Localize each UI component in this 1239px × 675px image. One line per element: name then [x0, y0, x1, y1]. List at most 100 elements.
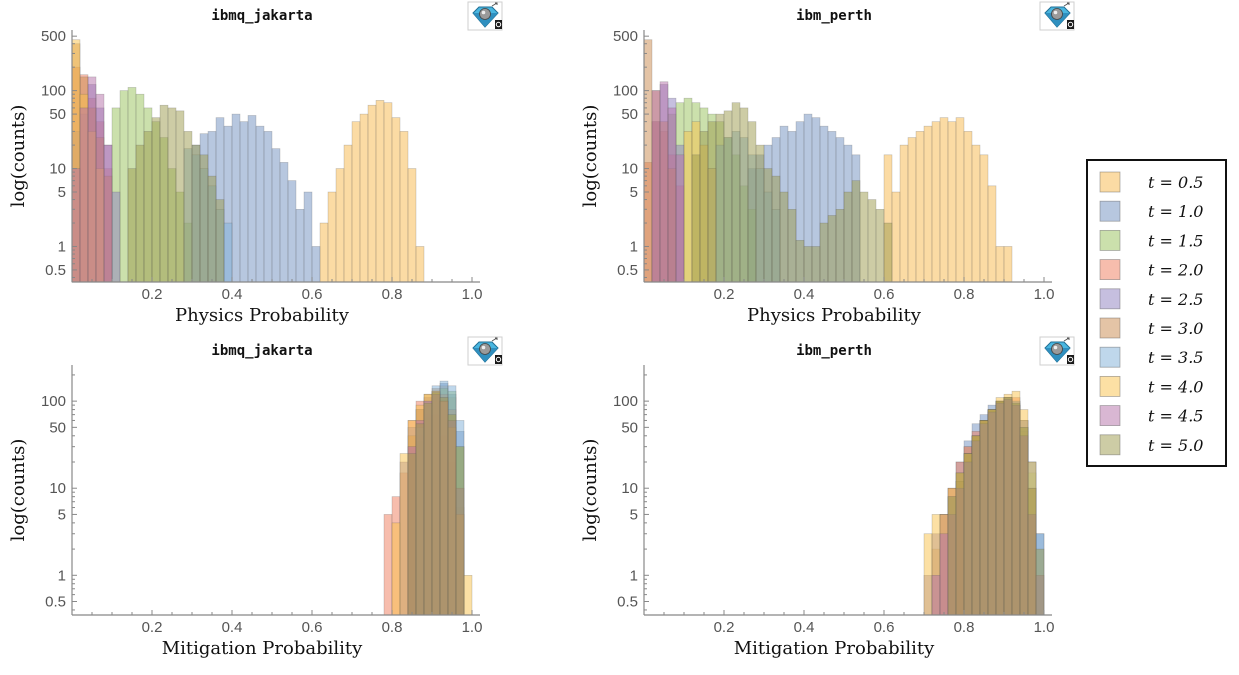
- histogram-bar: [271, 148, 281, 283]
- y-tick-label: 10: [621, 480, 638, 497]
- histogram-bar: [383, 102, 393, 283]
- histogram-bar: [127, 168, 137, 283]
- y-tick-label: 0.5: [617, 594, 638, 611]
- histogram-bar: [979, 420, 989, 616]
- histogram-bar: [723, 110, 733, 283]
- legend-label: t = 1.0: [1148, 202, 1203, 221]
- histogram-bar: [867, 199, 877, 283]
- chart-title: ibm_perth: [796, 8, 872, 24]
- histogram-bar: [955, 117, 965, 283]
- panel-ibmq-jakarta-mitigation: 0.2 0.4 0.6 0.8 1.0 0.5 1 5 10 50 100 ibmq_jakarta M…: [8, 336, 503, 659]
- legend-label: t = 0.5: [1148, 173, 1203, 192]
- histogram-bar: [747, 121, 757, 283]
- histogram-bar: [159, 104, 169, 283]
- histogram-bar: [659, 81, 669, 283]
- histogram-bar: [995, 400, 1005, 616]
- histogram-bar: [399, 131, 409, 283]
- x-tick-label: 0.6: [302, 619, 323, 636]
- x-tick-label: 0.8: [382, 619, 403, 636]
- histogram-bar: [311, 246, 321, 283]
- x-axis-label: Physics Probability: [747, 305, 922, 326]
- y-axis-label: log(counts): [580, 439, 601, 542]
- histogram-bar: [803, 246, 813, 283]
- bars: [923, 390, 1045, 616]
- panel-ibm-perth-mitigation: 0.2 0.4 0.6 0.8 1.0 0.5 1 5 10 50 100 ibm_perth Miti…: [580, 336, 1075, 659]
- histogram-bar: [755, 144, 765, 283]
- histogram-bar: [103, 144, 113, 283]
- gem-logo-icon: [1039, 336, 1075, 366]
- y-tick-label: 1: [630, 238, 638, 255]
- histogram-bar: [119, 90, 129, 283]
- histogram-bar: [771, 175, 781, 283]
- legend-swatch: [1099, 346, 1121, 368]
- histogram-bar: [1035, 548, 1045, 616]
- legend: t = 0.5 t = 1.0 t = 1.5 t = 2.0 t = 2.5 t = 3…: [1086, 159, 1227, 467]
- x-tick-label: 1.0: [462, 286, 483, 303]
- histogram-bar: [1011, 402, 1021, 616]
- histogram-bar: [191, 144, 201, 283]
- y-tick-label: 50: [49, 419, 66, 436]
- legend-label: t = 1.5: [1148, 231, 1203, 250]
- legend-label: t = 2.0: [1148, 261, 1203, 280]
- histogram-bar: [183, 131, 193, 283]
- histogram-bar: [923, 125, 933, 283]
- histogram-bar: [899, 144, 909, 283]
- histogram-bar: [939, 533, 949, 616]
- histogram-bar: [79, 107, 89, 283]
- y-tick-label: 5: [58, 184, 66, 201]
- histogram-bar: [931, 574, 941, 616]
- histogram-bar: [135, 144, 145, 283]
- histogram-bar: [763, 168, 773, 283]
- histogram-bar: [287, 180, 297, 283]
- legend-label: t = 5.0: [1148, 436, 1203, 455]
- histogram-bar: [811, 246, 821, 283]
- histogram-bar: [351, 121, 361, 283]
- histogram-bar: [391, 117, 401, 283]
- histogram-bar: [947, 496, 957, 616]
- histogram-bar: [787, 209, 797, 283]
- histogram-bar: [327, 191, 337, 283]
- panel-ibmq-jakarta-physics: 0.2 0.4 0.6 0.8 1.0 0.5 1 5 10 50 100 500 ibmq_jakar…: [8, 1, 503, 326]
- y-tick-label: 0.5: [45, 594, 66, 611]
- gem-logo-icon: [467, 1, 503, 31]
- histogram-bar: [731, 102, 741, 283]
- x-tick-label: 0.4: [222, 286, 243, 303]
- histogram-bar: [739, 107, 749, 283]
- y-tick-label: 10: [49, 480, 66, 497]
- histogram-bar: [439, 397, 449, 616]
- chart-title: ibmq_jakarta: [211, 8, 312, 24]
- histogram-bar: [1003, 246, 1013, 283]
- legend-swatch: [1099, 229, 1121, 251]
- y-tick-label: 500: [613, 28, 638, 45]
- histogram-bar: [431, 392, 441, 616]
- histogram-bar: [223, 222, 233, 283]
- y-tick-label: 5: [630, 184, 638, 201]
- histogram-bar: [819, 222, 829, 283]
- histogram-bar: [971, 144, 981, 283]
- histogram-bar: [939, 117, 949, 283]
- histogram-bar: [651, 90, 661, 283]
- x-tick-label: 0.8: [954, 619, 975, 636]
- gem-logo-icon: [467, 336, 503, 366]
- x-tick-label: 0.6: [302, 286, 323, 303]
- y-tick-label: 1: [630, 567, 638, 584]
- histogram-bar: [987, 409, 997, 616]
- x-tick-label: 1.0: [1034, 286, 1055, 303]
- histogram-bar: [295, 209, 305, 283]
- histogram-bar: [827, 215, 837, 283]
- histogram-bar: [923, 533, 933, 616]
- histogram-bar: [891, 191, 901, 283]
- y-tick-label: 5: [630, 506, 638, 523]
- y-tick-label: 100: [41, 393, 66, 410]
- histogram-bar: [263, 131, 273, 283]
- histogram-bar: [915, 131, 925, 283]
- histogram-bar: [683, 131, 693, 283]
- histogram-bar: [175, 110, 185, 283]
- histogram-bar: [319, 222, 329, 283]
- histogram-bar: [375, 100, 385, 283]
- histogram-bar: [303, 191, 313, 283]
- y-tick-label: 0.5: [617, 262, 638, 279]
- histogram-bar: [963, 453, 973, 616]
- y-axis-label: log(counts): [580, 105, 601, 208]
